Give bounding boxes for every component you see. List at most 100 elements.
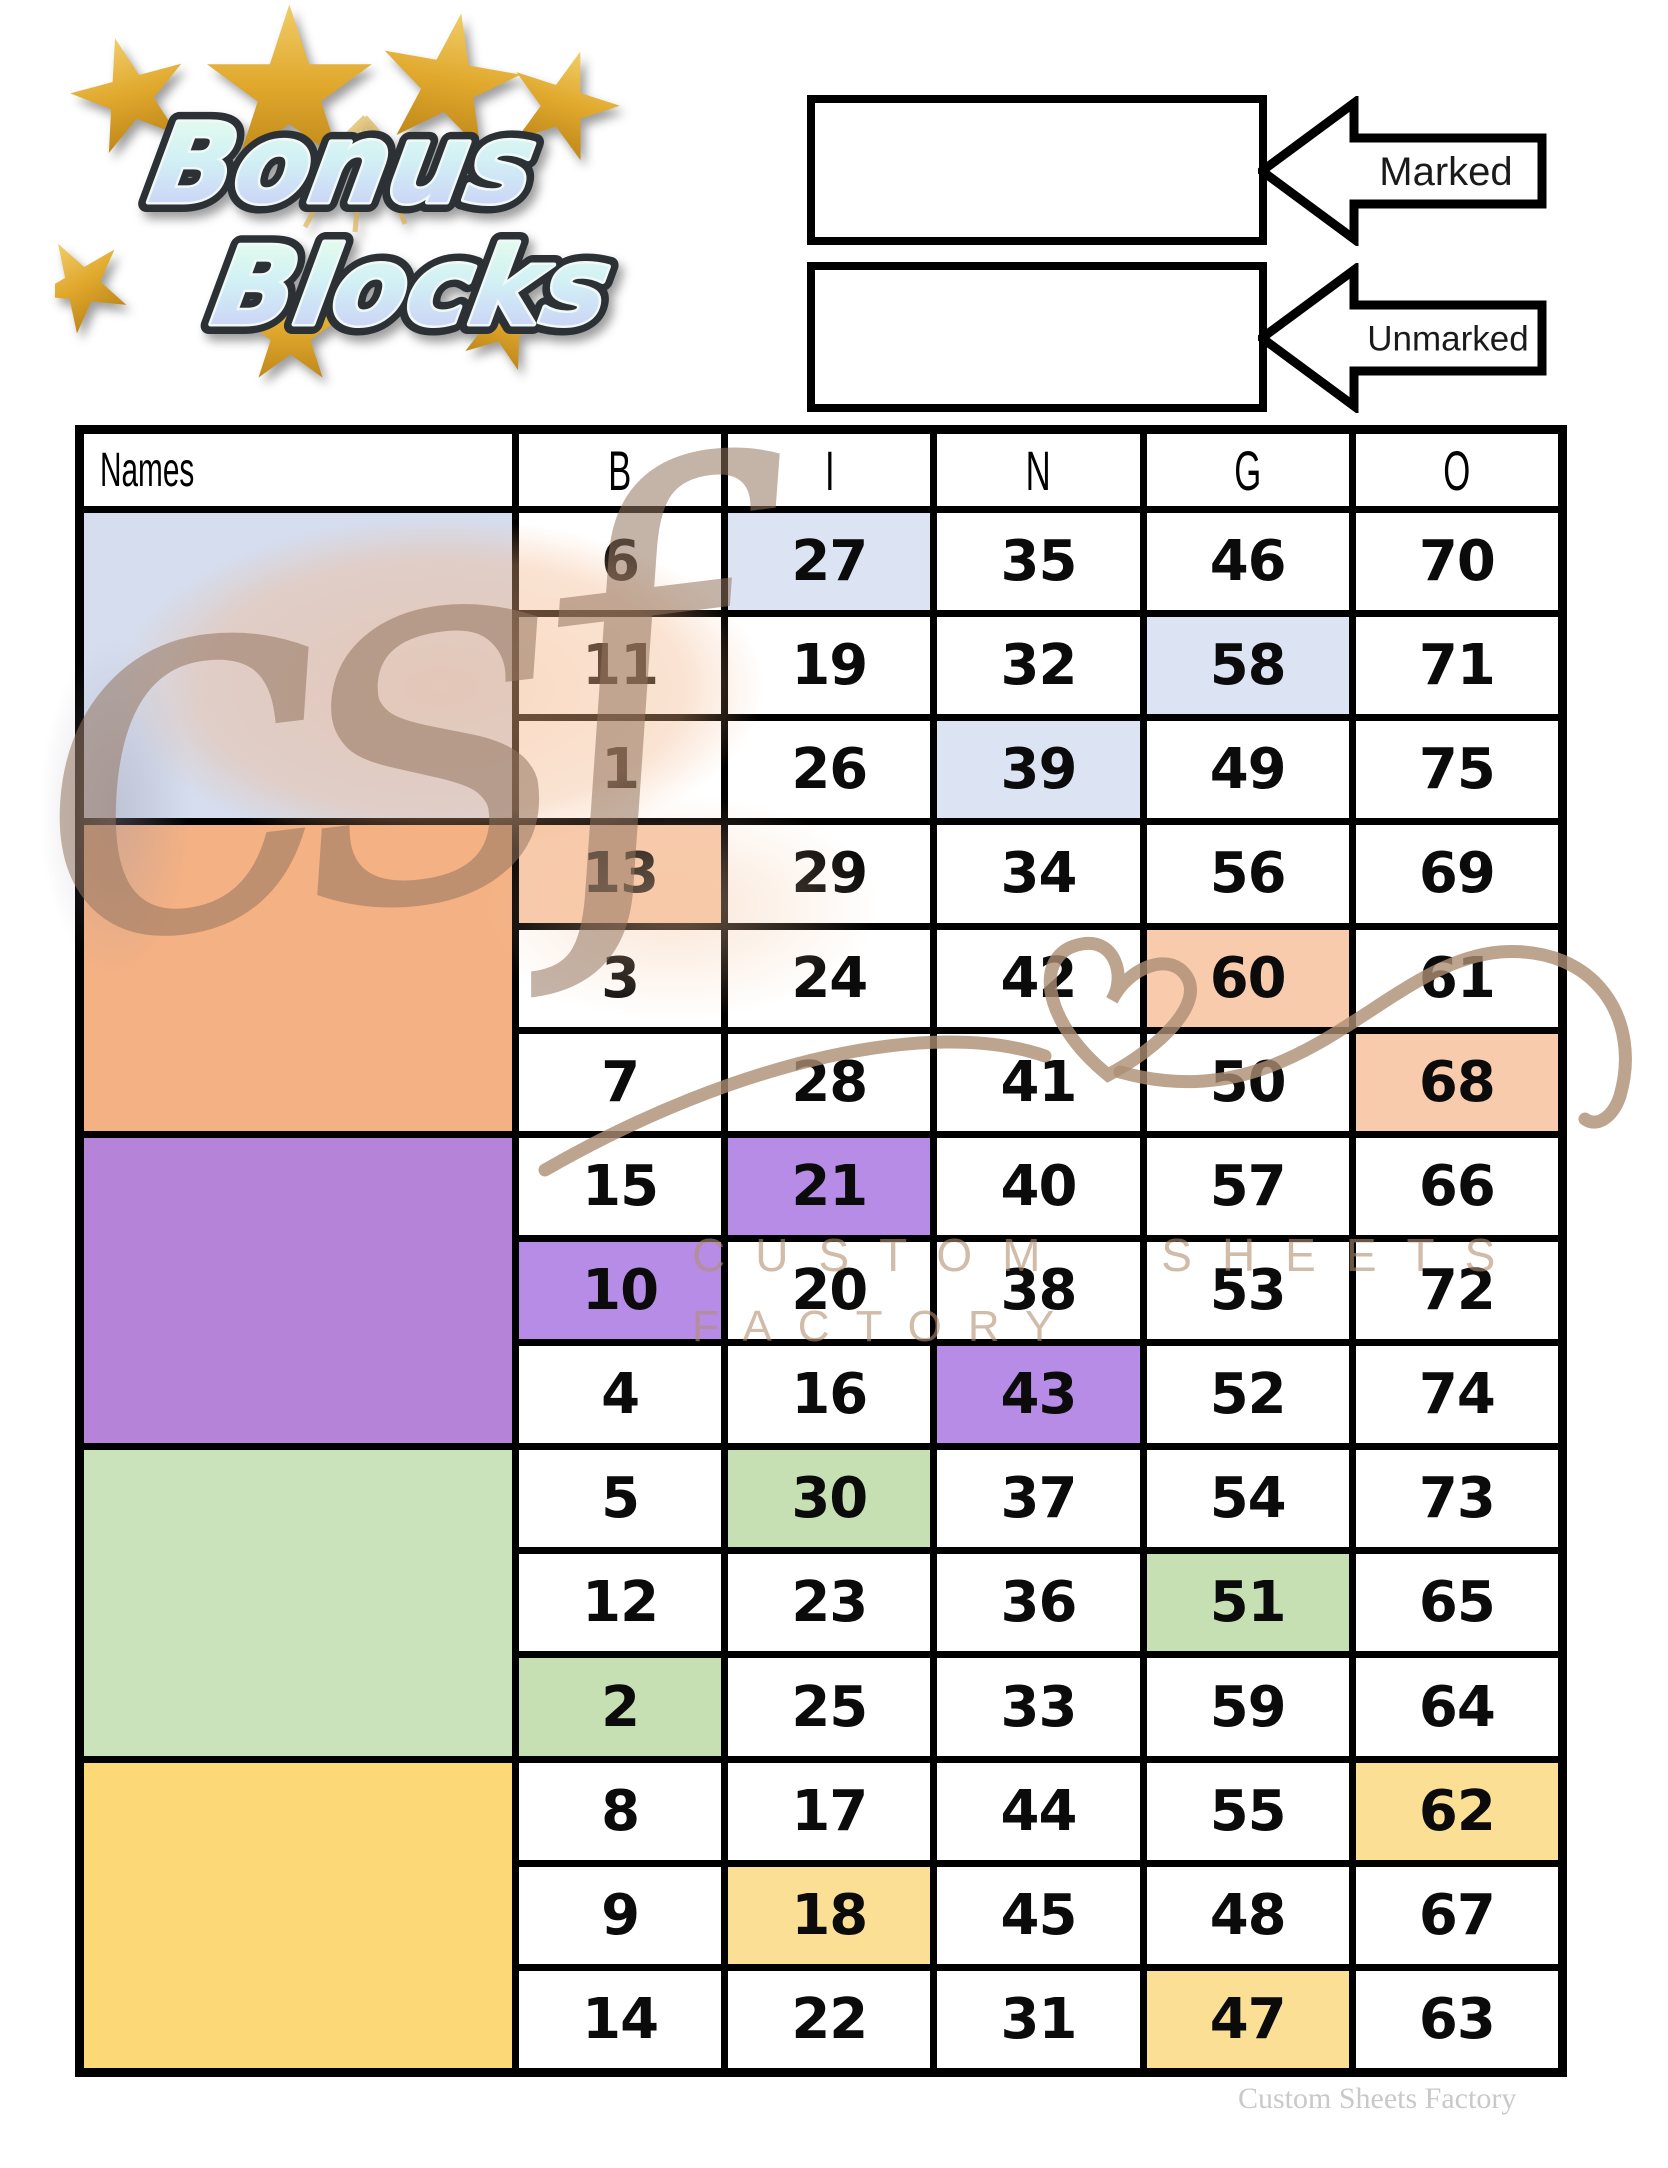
bingo-cell[interactable]: 37 [937,1450,1140,1548]
bingo-cell[interactable]: 48 [1146,1866,1349,1964]
bingo-cell[interactable]: 46 [1146,513,1349,611]
bingo-cell[interactable]: 8 [519,1762,722,1860]
logo-line2-outline: Blocks [204,224,620,350]
bingo-cell[interactable]: 12 [519,1554,722,1652]
names-column-header: Names [84,434,512,506]
bingo-cell[interactable]: 38 [937,1241,1140,1340]
bingo-cell[interactable]: 23 [728,1554,931,1652]
bingo-cell[interactable]: 74 [1355,1346,1558,1444]
names-block-3[interactable] [84,1137,512,1444]
bingo-cell[interactable]: 62 [1355,1762,1558,1860]
bingo-cell[interactable]: 71 [1355,617,1558,715]
names-block-5[interactable] [84,1762,512,2068]
bingo-cell[interactable]: 53 [1146,1241,1349,1340]
bingo-cell[interactable]: 31 [937,1970,1140,2068]
bingo-cell[interactable]: 50 [1146,1033,1349,1131]
bingo-cell[interactable]: 29 [728,825,931,923]
bingo-cell[interactable]: 66 [1355,1137,1558,1235]
bingo-cell[interactable]: 72 [1355,1241,1558,1340]
bingo-cell[interactable]: 30 [728,1450,931,1548]
bingo-cell[interactable]: 45 [937,1866,1140,1964]
column-header-b: B [519,434,722,506]
bingo-cell[interactable]: 51 [1146,1554,1349,1652]
bingo-cell[interactable]: 24 [728,929,931,1027]
unmarked-arrow-icon: Unmarked [1258,263,1547,413]
unmarked-slot[interactable] [807,262,1267,412]
bingo-cell[interactable]: 39 [937,721,1140,819]
bingo-cell[interactable]: 54 [1146,1450,1349,1548]
bingo-cell[interactable]: 21 [728,1137,931,1235]
bingo-cell[interactable]: 34 [937,825,1140,923]
bingo-cell[interactable]: 5 [519,1450,722,1548]
bingo-cell[interactable]: 1 [519,721,722,819]
bingo-cell[interactable]: 43 [937,1346,1140,1444]
bingo-cell[interactable]: 67 [1355,1866,1558,1964]
bingo-cell[interactable]: 11 [519,617,722,715]
bingo-cell[interactable]: 7 [519,1033,722,1131]
bingo-cell[interactable]: 64 [1355,1658,1558,1756]
bingo-cell[interactable]: 52 [1146,1346,1349,1444]
bingo-cell[interactable]: 40 [937,1137,1140,1235]
bingo-cell[interactable]: 13 [519,825,722,923]
bingo-cell[interactable]: 27 [728,513,931,611]
bingo-cell[interactable]: 59 [1146,1658,1349,1756]
bingo-cell[interactable]: 33 [937,1658,1140,1756]
custom-sheets-factory-credit: Custom Sheets Factory [1238,2082,1517,2115]
bingo-cell[interactable]: 18 [728,1866,931,1964]
names-block-1[interactable] [84,513,512,819]
bingo-cell[interactable]: 15 [519,1137,722,1235]
logo-line2: Blocks [204,224,620,350]
bingo-cell[interactable]: 60 [1146,929,1349,1027]
logo-rays-icon [278,115,437,233]
bingo-table: Names B I N G O 6 27 35 46 70 11 19 32 58 71 1 26 39 49 75 13… [75,425,1567,2077]
names-block-4[interactable] [84,1450,512,1756]
bingo-cell[interactable]: 35 [937,513,1140,611]
bingo-cell[interactable]: 20 [728,1241,931,1340]
marked-slot[interactable] [807,95,1267,245]
bingo-cell[interactable]: 65 [1355,1554,1558,1652]
bingo-cell[interactable]: 17 [728,1762,931,1860]
bingo-cell[interactable]: 22 [728,1970,931,2068]
bingo-cell[interactable]: 9 [519,1866,722,1964]
marked-arrow-label: Marked [1379,150,1512,194]
bingo-cell[interactable]: 58 [1146,617,1349,715]
bingo-cell[interactable]: 6 [519,513,722,611]
svg-text:★: ★ [352,0,547,198]
bingo-cell[interactable]: 14 [519,1970,722,2068]
names-block-2[interactable] [84,825,512,1131]
bingo-cell[interactable]: 36 [937,1554,1140,1652]
bonus-blocks-logo: ★ ★ ★ ★ ★ ★ ★ Bonus Bonus Blocks Blocks [55,0,650,392]
svg-text:★: ★ [193,0,386,211]
bingo-cell[interactable]: 2 [519,1658,722,1756]
bingo-cell[interactable]: 73 [1355,1450,1558,1548]
bingo-cell[interactable]: 16 [728,1346,931,1444]
bingo-cell[interactable]: 49 [1146,721,1349,819]
bingo-cell[interactable]: 70 [1355,513,1558,611]
bingo-cell[interactable]: 4 [519,1346,722,1444]
bingo-cell[interactable]: 26 [728,721,931,819]
column-header-g: G [1146,434,1349,506]
bingo-cell[interactable]: 69 [1355,825,1558,923]
bingo-cell[interactable]: 68 [1355,1033,1558,1131]
bingo-cell[interactable]: 57 [1146,1137,1349,1235]
logo-line1-outline: Bonus [141,101,545,229]
marked-arrow-icon: Marked [1258,96,1547,246]
bingo-cell[interactable]: 56 [1146,825,1349,923]
bingo-cell[interactable]: 32 [937,617,1140,715]
bingo-cell[interactable]: 41 [937,1033,1140,1131]
bingo-cell[interactable]: 44 [937,1762,1140,1860]
bingo-cell[interactable]: 10 [519,1241,722,1340]
bingo-cell[interactable]: 3 [519,929,722,1027]
bingo-cell[interactable]: 61 [1355,929,1558,1027]
bingo-cell[interactable]: 75 [1355,721,1558,819]
bingo-cell[interactable]: 19 [728,617,931,715]
logo-stars-icon: ★ ★ ★ ★ ★ ★ ★ [55,0,650,392]
bingo-cell[interactable]: 28 [728,1033,931,1131]
bingo-cell[interactable]: 63 [1355,1970,1558,2068]
bingo-cell[interactable]: 47 [1146,1970,1349,2068]
bingo-cell[interactable]: 55 [1146,1762,1349,1860]
bingo-cell[interactable]: 42 [937,929,1140,1027]
unmarked-arrow-label: Unmarked [1367,320,1528,359]
bingo-cell[interactable]: 25 [728,1658,931,1756]
